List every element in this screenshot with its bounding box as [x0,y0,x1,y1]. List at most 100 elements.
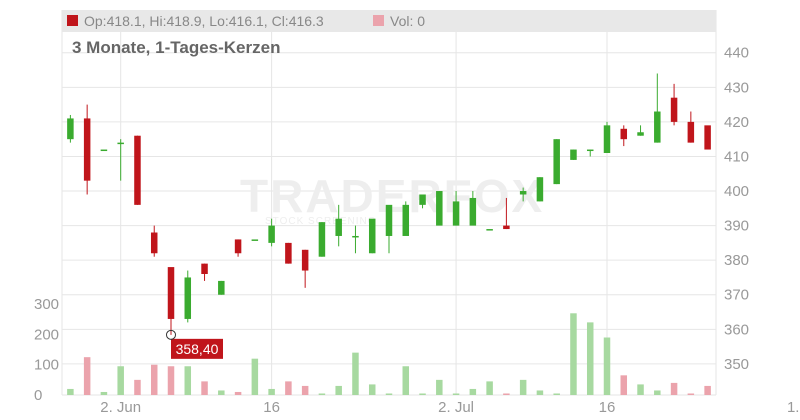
volume-bar [83,357,91,395]
candle-body [519,191,527,195]
volume-bar [469,388,477,395]
volume-bar [268,388,275,395]
volume-bar [603,337,611,395]
watermark-tagline: STOCK SCREENING [265,216,377,227]
volume-bar [335,385,342,395]
candle-body [603,125,611,153]
price-tick-label: 360 [724,321,749,338]
candle-body [134,135,141,205]
date-tick-label: 16 [263,399,280,416]
callouts: 434,80358,40 [166,329,223,359]
candle-body [352,235,359,238]
volume-bar [67,388,74,395]
candle-body [251,239,259,241]
volume-bar [251,358,259,395]
volume-bar [150,364,158,395]
legend-background [62,10,716,32]
volume-bar [436,379,443,395]
volume-tick-label: 300 [34,296,59,313]
volume-bar [654,390,661,395]
candle-body [637,132,644,136]
candle-body [285,242,292,264]
candle-body [201,263,208,274]
candle-body [218,280,225,295]
volume-bar [402,366,410,395]
volume-tick-label: 200 [34,326,59,343]
volume-bar [218,390,225,395]
candle-body [486,229,493,231]
volume-bar [553,393,560,395]
candle-body [117,142,124,145]
date-tick-label: 16 [599,399,616,416]
volume-bar [352,352,359,395]
axes: 350 360 370 380 390 400 410 420 430 440 0 100 200 300… [34,45,800,416]
price-tick-label: 420 [724,114,749,131]
volume-bar [318,393,326,395]
candle-body [100,149,108,152]
candle-body [620,128,628,140]
candle-body [670,97,678,122]
volume-bar [586,322,594,395]
candle-body [385,204,393,236]
volume-bars [67,313,711,395]
date-tick-label: 2. Jun [100,399,141,416]
candle-body [150,232,158,254]
low-marker [166,329,176,340]
price-tick-label: 370 [724,287,749,304]
candle-body [469,197,477,226]
volume-bar [285,381,292,395]
candle-body [586,149,594,152]
volume-tick-label: 100 [34,357,59,374]
ohlc-legend-swatch [67,15,78,26]
date-tick-label: 1. Aug [787,399,800,416]
legend-header: Op:418.1, Hi:418.9, Lo:416.1, Cl:416.3 V… [62,10,716,32]
candle-body [419,194,426,205]
candle-body [654,111,661,143]
low-callout-box [171,338,223,359]
candle-body [436,191,443,226]
price-tick-label: 350 [724,356,749,373]
volume-bar [704,385,711,395]
price-tick-label: 390 [724,218,749,235]
candle-body [167,267,175,319]
volume-bar [419,393,426,395]
volume-bar [637,384,644,395]
volume-bar [301,385,309,395]
candle-body [268,225,275,243]
volume-bar [452,393,460,395]
volume-bar [687,393,695,395]
volume-bar [234,391,242,395]
volume-bar [385,393,393,395]
price-tick-label: 400 [724,183,749,200]
low-callout-label: 358,40 [176,341,219,357]
volume-bar [620,375,628,395]
candle-body [570,149,577,160]
volume-bar [519,379,527,395]
candle-body [184,277,192,319]
volume-bar [184,366,192,395]
volume-legend-text: Vol: 0 [390,13,425,29]
volume-bar [167,366,175,395]
candle-body [452,201,460,226]
price-tick-label: 440 [724,45,749,62]
price-tick-label: 430 [724,79,749,96]
candle-body [704,125,711,150]
candle-body [67,118,74,140]
price-tick-label: 410 [724,148,749,165]
candle-body [234,239,242,254]
candle-body [503,225,510,230]
price-tick-label: 380 [724,252,749,269]
volume-bar [134,379,141,395]
volume-bar [670,382,678,395]
volume-bar [201,381,208,395]
volume-legend-swatch [373,15,384,26]
volume-bar [503,393,510,395]
candle-body [536,177,544,202]
candle-body [83,118,91,181]
candles [67,73,711,335]
candle-body [687,121,695,143]
candle-body [402,204,410,236]
candle-body [301,249,309,271]
